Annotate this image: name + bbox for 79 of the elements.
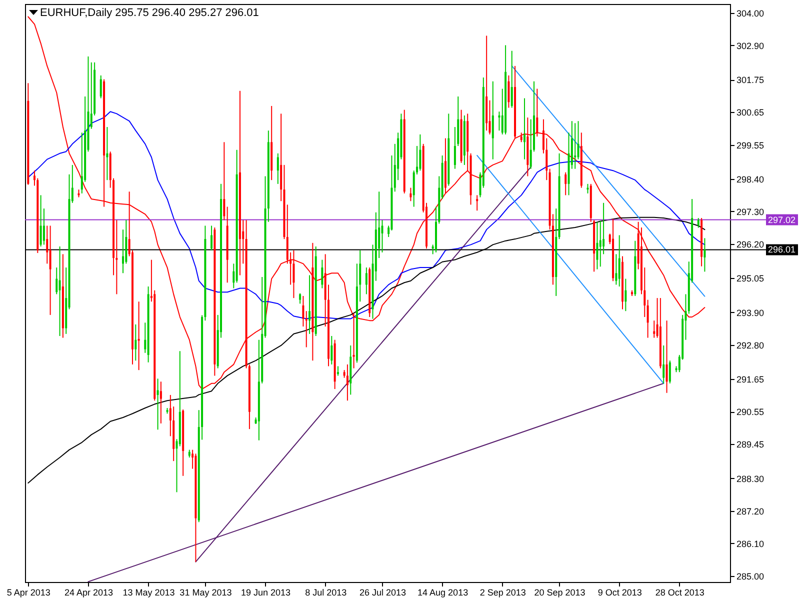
x-tick-label: 31 May 2013 <box>180 588 232 598</box>
candlestick <box>299 292 302 304</box>
line-series <box>28 111 706 320</box>
candlestick <box>596 222 598 270</box>
candlestick <box>292 250 295 299</box>
y-tick-label: 285.00 <box>736 572 764 582</box>
candlestick <box>160 381 162 424</box>
y-tick-label: 297.30 <box>736 206 764 217</box>
candlestick <box>498 111 500 132</box>
x-tick-label: 2 Sep 2013 <box>480 588 526 598</box>
candlestick <box>156 378 159 430</box>
candlestick <box>662 344 665 384</box>
y-tick-label: 302.90 <box>736 40 764 51</box>
candlestick <box>302 295 304 327</box>
candlestick <box>56 267 58 295</box>
y-tick-label: 290.55 <box>736 407 764 418</box>
x-tick-label: 5 Apr 2013 <box>6 588 50 598</box>
candlestick <box>276 152 279 184</box>
y-tick-label: 292.80 <box>736 340 764 350</box>
candlestick <box>336 366 339 376</box>
candlestick <box>508 74 510 108</box>
x-tick-label: 13 May 2013 <box>122 588 175 598</box>
x-tick-label: 20 Sep 2013 <box>534 588 586 598</box>
y-tick-label: 288.30 <box>736 474 764 484</box>
candlestick <box>564 172 567 196</box>
candlestick <box>106 126 108 181</box>
candlestick <box>210 225 213 251</box>
x-tick-label: 8 Jul 2013 <box>305 588 347 598</box>
candlestick <box>666 320 668 394</box>
x-tick-label: 19 Jun 2013 <box>240 588 291 598</box>
candlestick <box>58 246 61 336</box>
candlestick <box>330 335 333 365</box>
candlestick <box>223 142 226 221</box>
y-tick-label: 296.20 <box>736 240 764 250</box>
y-tick-label: 291.65 <box>736 374 764 384</box>
y-tick-label: 287.20 <box>736 506 764 516</box>
candlestick <box>646 299 649 338</box>
y-tick-label: 300.65 <box>736 108 764 118</box>
y-tick-label: 299.55 <box>736 140 764 150</box>
candlestick <box>42 208 45 246</box>
candlestick <box>492 80 494 160</box>
candlestick <box>510 50 513 108</box>
candlestick <box>476 194 478 212</box>
candlestick <box>704 238 706 272</box>
x-tick-label: 24 Apr 2013 <box>64 588 113 598</box>
y-tick-label: 293.90 <box>736 308 764 318</box>
y-tick-label: 289.45 <box>736 440 764 450</box>
candlestick <box>419 134 422 172</box>
candlestick <box>524 98 526 160</box>
x-tick-label: 28 Oct 2013 <box>655 588 704 598</box>
x-tick-label: 14 Aug 2013 <box>418 588 468 598</box>
ref-line-label: 296.01 <box>768 244 796 255</box>
candlestick <box>577 120 580 160</box>
candlestick <box>536 88 538 137</box>
y-tick-label: 286.10 <box>736 538 764 549</box>
candlestick <box>410 187 412 202</box>
candlestick <box>624 278 627 312</box>
y-tick-label: 298.40 <box>736 174 764 184</box>
y-tick-label: 295.05 <box>736 274 764 284</box>
candlestick <box>697 218 700 228</box>
candlestick <box>308 274 311 334</box>
x-tick-label: 9 Oct 2013 <box>598 588 642 598</box>
candlestick <box>40 194 42 247</box>
y-tick-label: 304.00 <box>736 8 764 18</box>
y-tick-label: 301.75 <box>736 75 764 86</box>
candlestick <box>134 324 137 362</box>
chart-title: EURHUF,Daily 295.75 296.40 295.27 296.01 <box>40 7 259 19</box>
candlestick <box>653 320 656 338</box>
candlestick <box>668 360 671 384</box>
candlestick <box>321 259 324 289</box>
ref-line-label: 297.02 <box>768 214 796 225</box>
candlestick <box>49 225 52 316</box>
candlestick <box>365 267 368 295</box>
candlestick <box>615 254 618 286</box>
candlestick <box>100 74 102 99</box>
candlestick <box>618 234 620 287</box>
x-tick-label: 26 Jul 2013 <box>359 588 406 598</box>
candlestick <box>346 364 348 402</box>
candlestick <box>520 132 522 143</box>
